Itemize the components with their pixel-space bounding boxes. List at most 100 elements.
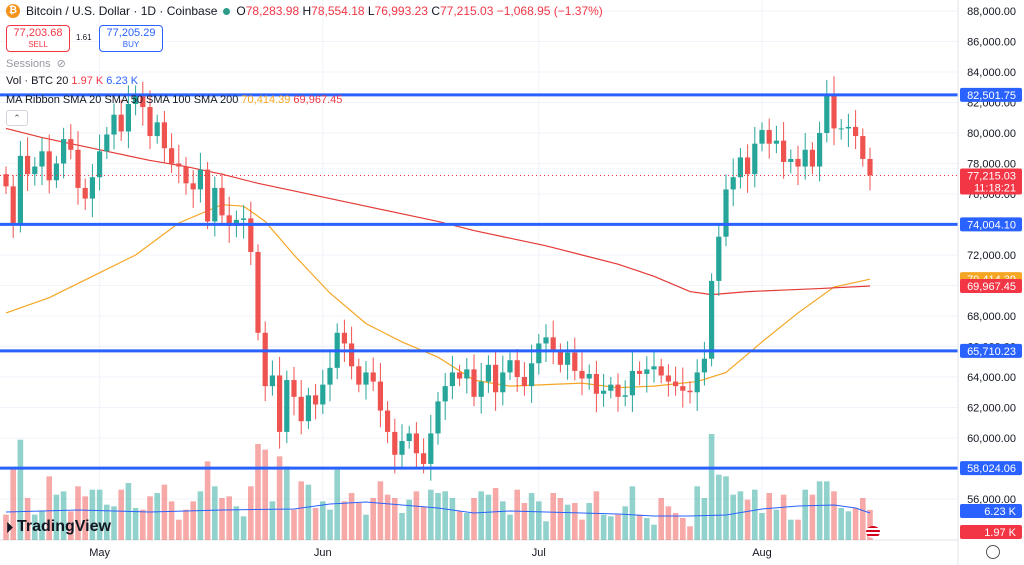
candle-body — [853, 126, 859, 137]
volume-bar — [428, 489, 434, 540]
volume-bar — [492, 488, 499, 540]
level-tag-bg — [960, 217, 1022, 232]
volume-bar — [262, 449, 268, 540]
chart-header: ₿ Bitcoin / U.S. Dollar · 1D · Coinbase … — [6, 4, 603, 18]
volume-bar — [226, 496, 232, 540]
volume-bar — [197, 491, 204, 540]
volume-bar — [478, 491, 484, 540]
candle-body — [3, 174, 9, 187]
sessions-legend[interactable]: Sessions ⊘ — [6, 57, 66, 71]
candle-body — [10, 186, 16, 223]
volume-bar — [356, 503, 362, 540]
candle-body — [637, 370, 643, 374]
candle-body — [500, 372, 506, 393]
volume-bar — [39, 511, 45, 540]
settings-icon[interactable] — [986, 545, 1000, 559]
candlesticks — [3, 76, 873, 481]
volume-bar — [89, 489, 96, 540]
volume-bar — [341, 501, 348, 540]
volume-bar — [672, 513, 679, 540]
candle-body — [658, 366, 664, 376]
candle-body — [284, 380, 290, 432]
x-tick-label: May — [89, 547, 110, 559]
volume-bar — [392, 498, 398, 540]
candle-body — [565, 352, 571, 365]
volume-bar — [816, 481, 823, 540]
volume-bar — [759, 513, 765, 540]
candle-body — [723, 189, 729, 237]
candle-body — [176, 163, 182, 167]
volume-bar — [183, 509, 189, 540]
candle-body — [838, 128, 844, 130]
volume-bar — [766, 493, 772, 540]
volume-bar — [399, 513, 405, 540]
candle-body — [644, 369, 650, 374]
candle-body — [694, 372, 700, 393]
buy-button[interactable]: 77,205.29 BUY — [99, 25, 163, 52]
sell-button[interactable]: 77,203.68 SELL — [6, 25, 70, 52]
collapse-legend-button[interactable]: ⌃ — [6, 110, 28, 126]
candle-body — [61, 139, 67, 164]
candle-body — [197, 169, 203, 190]
eye-hidden-icon[interactable]: ⊘ — [56, 58, 66, 70]
candle-body — [406, 433, 412, 442]
candle-body — [629, 370, 635, 396]
ma-ribbon-legend[interactable]: MA Ribbon SMA 20 SMA 50 SMA 100 SMA 200 … — [6, 94, 343, 106]
volume-bar — [773, 509, 780, 540]
volume-legend[interactable]: Vol · BTC 20 1.97 K 6.23 K — [6, 75, 139, 87]
volume-bar — [456, 511, 463, 540]
volume-bar — [75, 486, 81, 540]
volume-bar — [240, 516, 247, 540]
volume-bar — [190, 501, 196, 540]
candle-body — [349, 343, 355, 367]
volume-ma-line — [5, 501, 871, 517]
price-tag: 69,967.45 — [967, 281, 1016, 293]
volume-bar — [464, 513, 470, 540]
candle-body — [269, 375, 275, 387]
candle-body — [89, 177, 95, 199]
candle-body — [118, 114, 124, 132]
y-tick-label: 68,000.00 — [967, 311, 1016, 323]
candle-body — [82, 187, 88, 199]
candle-body — [514, 360, 520, 377]
y-tick-label: 72,000.00 — [967, 250, 1016, 262]
volume-bar — [233, 506, 240, 540]
candle-body — [536, 343, 542, 364]
volume-bar — [291, 509, 297, 540]
candle-body — [421, 453, 427, 464]
candle-body — [277, 375, 283, 432]
candle-body — [521, 377, 527, 387]
candle-body — [608, 384, 614, 391]
candle-body — [399, 441, 405, 455]
candle-body — [759, 129, 765, 144]
candle-body — [709, 280, 715, 359]
candle-body — [226, 215, 232, 227]
volume-bar — [543, 521, 549, 540]
y-tick-label: 80,000.00 — [967, 128, 1016, 140]
volume-bar — [449, 498, 456, 540]
volume-bar — [212, 486, 218, 540]
candle-body — [255, 251, 261, 333]
tradingview-logo: ⏵ TradingView — [6, 518, 111, 535]
candle-body — [788, 158, 794, 162]
volume-bar — [320, 501, 326, 540]
candle-body — [593, 373, 599, 394]
horizontal-levels[interactable] — [0, 93, 958, 470]
candle-body — [428, 433, 434, 464]
volume-bar — [442, 491, 448, 540]
symbol-title[interactable]: Bitcoin / U.S. Dollar · 1D · Coinbase — [26, 4, 218, 18]
candle-body — [356, 366, 362, 385]
candle-body — [701, 358, 707, 373]
volume-bar — [564, 504, 571, 540]
volume-bar — [600, 514, 607, 540]
candle-body — [493, 364, 499, 393]
candle-body — [831, 94, 837, 129]
x-tick-label: Jun — [314, 547, 332, 559]
candle-body — [673, 381, 679, 387]
candle-body — [363, 372, 369, 385]
candle-body — [190, 183, 196, 190]
candle-body — [622, 395, 628, 397]
candle-body — [809, 149, 815, 167]
volume-bar — [694, 486, 700, 540]
